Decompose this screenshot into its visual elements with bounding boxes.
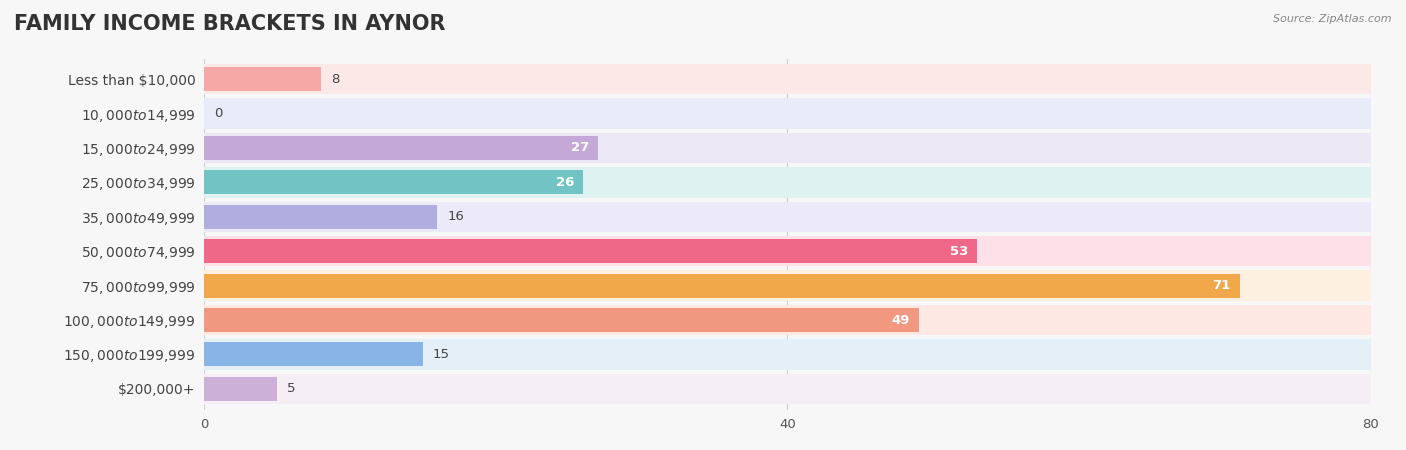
- Text: 26: 26: [555, 176, 575, 189]
- Text: 53: 53: [950, 245, 969, 258]
- Bar: [204, 339, 1371, 369]
- Bar: [204, 99, 1371, 129]
- Bar: [204, 133, 1371, 163]
- Bar: [204, 167, 1371, 198]
- Bar: [204, 274, 1240, 297]
- Text: FAMILY INCOME BRACKETS IN AYNOR: FAMILY INCOME BRACKETS IN AYNOR: [14, 14, 446, 33]
- Bar: [204, 67, 321, 91]
- Bar: [204, 374, 1371, 404]
- Text: 49: 49: [891, 314, 910, 327]
- Bar: [204, 136, 598, 160]
- Text: 27: 27: [571, 141, 589, 154]
- Text: Source: ZipAtlas.com: Source: ZipAtlas.com: [1274, 14, 1392, 23]
- Bar: [204, 239, 977, 263]
- Bar: [204, 202, 1371, 232]
- Text: 0: 0: [214, 107, 222, 120]
- Bar: [204, 308, 918, 332]
- Bar: [204, 236, 1371, 266]
- Text: 71: 71: [1212, 279, 1230, 292]
- Bar: [204, 270, 1371, 301]
- Bar: [204, 171, 583, 194]
- Text: 8: 8: [330, 72, 339, 86]
- Text: 15: 15: [433, 348, 450, 361]
- Bar: [204, 305, 1371, 335]
- Text: 5: 5: [287, 382, 295, 396]
- Bar: [204, 342, 423, 366]
- Bar: [204, 64, 1371, 94]
- Text: 16: 16: [447, 210, 464, 223]
- Bar: [204, 205, 437, 229]
- Bar: [204, 377, 277, 401]
